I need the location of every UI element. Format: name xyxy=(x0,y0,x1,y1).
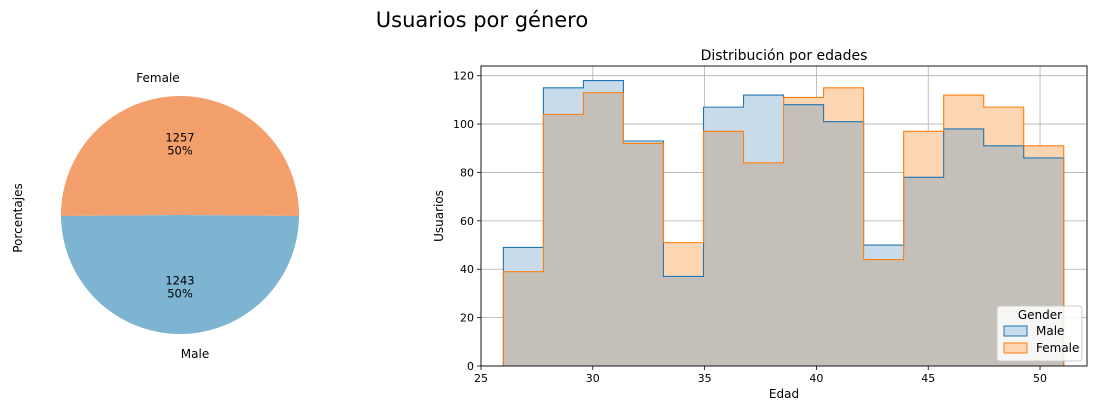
series-layer xyxy=(502,79,1065,367)
histogram-title: Distribución por edades xyxy=(701,48,868,64)
axis-ticks: 25 30 35 40 45 50 0 20 40 60 80 100 120 xyxy=(453,70,1047,385)
y-tick-label: 60 xyxy=(460,215,474,228)
pie-slice-female xyxy=(61,96,300,217)
x-tick-label: 45 xyxy=(921,372,935,385)
legend: Gender Male Female xyxy=(996,305,1083,362)
series-overlap xyxy=(503,92,1064,366)
pie-percent-female: 50% xyxy=(167,144,193,158)
legend-label-female: Female xyxy=(1036,341,1079,355)
y-tick-label: 100 xyxy=(453,118,474,131)
y-tick-label: 40 xyxy=(460,263,474,276)
y-tick-label: 120 xyxy=(453,70,474,83)
legend-swatch-female xyxy=(1003,342,1028,354)
legend-label-male: Male xyxy=(1036,324,1064,338)
x-tick-label: 50 xyxy=(1033,372,1047,385)
x-axis-label: Edad xyxy=(769,387,799,401)
y-tick-label: 20 xyxy=(460,312,474,325)
x-tick-label: 30 xyxy=(586,372,600,385)
x-tick-label: 35 xyxy=(698,372,712,385)
plot-frame xyxy=(480,65,1088,367)
x-tick-label: 40 xyxy=(809,372,823,385)
legend-title: Gender xyxy=(1018,308,1062,322)
pie-count-female: 1257 xyxy=(165,131,194,145)
figure-title: Usuarios por género xyxy=(376,8,588,32)
series-line-female xyxy=(502,87,1065,366)
pie-ylabel: Porcentajes xyxy=(11,183,25,252)
y-axis-label: Usuarios xyxy=(432,190,446,242)
y-tick-label: 80 xyxy=(460,166,474,179)
pie-percent-male: 50% xyxy=(167,286,193,300)
pie-chart: Porcentajes Female Male 1257 50% 1243 50… xyxy=(11,71,300,361)
legend-swatch-male xyxy=(1003,325,1028,337)
y-tick-label: 0 xyxy=(467,360,474,373)
pie-label-female: Female xyxy=(136,71,179,85)
pie-label-male: Male xyxy=(181,347,209,361)
x-tick-label: 25 xyxy=(474,372,488,385)
histogram-chart: Distribución por edades 25 30 35 40 45 50 0 20 4… xyxy=(432,48,1088,401)
pie-slice-male xyxy=(61,215,299,335)
pie-count-male: 1243 xyxy=(165,273,194,287)
